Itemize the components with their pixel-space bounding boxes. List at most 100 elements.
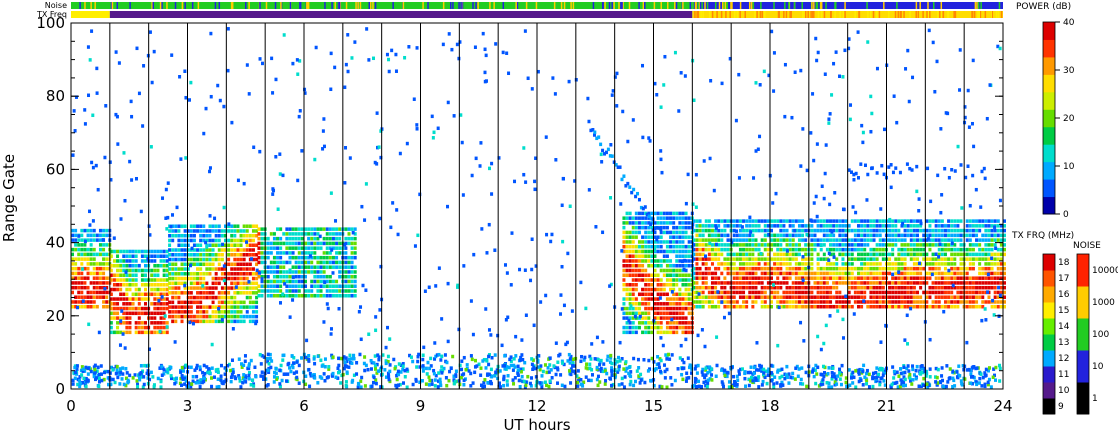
- data-cell: [675, 292, 679, 297]
- data-cell: [822, 257, 826, 261]
- data-cell: [866, 219, 870, 223]
- data-cell: [822, 224, 826, 228]
- data-cell: [897, 219, 901, 223]
- noise-strip-tick: [976, 2, 978, 9]
- data-cell: [285, 279, 289, 284]
- data-cell: [397, 372, 401, 377]
- data-cell: [785, 257, 789, 261]
- data-cell: [672, 249, 676, 254]
- data-cell: [220, 233, 224, 238]
- data-cell: [717, 276, 721, 280]
- data-cell: [153, 325, 157, 330]
- data-cell: [119, 297, 123, 301]
- data-cell: [662, 330, 666, 335]
- data-cell: [637, 211, 641, 216]
- data-cell: [266, 255, 270, 260]
- data-cell: [919, 228, 923, 233]
- data-cell: [916, 262, 920, 266]
- data-cell: [77, 290, 81, 295]
- data-cell: [788, 295, 792, 299]
- data-cell: [701, 233, 705, 238]
- data-cell: [707, 252, 711, 257]
- data-cell: [900, 281, 904, 285]
- data-cell: [644, 283, 648, 287]
- data-cell: [160, 373, 164, 378]
- data-cell: [659, 287, 663, 292]
- data-cell: [279, 284, 283, 288]
- data-cell: [896, 385, 900, 389]
- data-cell: [595, 377, 599, 382]
- data-cell: [297, 255, 301, 260]
- data-cell: [678, 221, 682, 225]
- data-cell: [754, 262, 758, 266]
- data-cell: [189, 233, 193, 238]
- data-cell: [310, 232, 314, 236]
- data-cell: [950, 290, 954, 295]
- data-cell: [217, 276, 221, 281]
- data-cell: [906, 252, 910, 257]
- data-cell: [934, 271, 938, 276]
- data-cell: [128, 321, 132, 325]
- data-cell: [916, 228, 920, 233]
- noise-strip-tick: [731, 2, 733, 9]
- data-cell: [211, 253, 215, 257]
- data-cell: [878, 252, 882, 257]
- data-cell: [300, 265, 304, 269]
- data-cell: [644, 273, 648, 278]
- data-cell: [897, 257, 901, 261]
- data-cell: [881, 285, 885, 290]
- data-cell: [838, 367, 842, 372]
- data-cell: [707, 266, 711, 271]
- data-cell: [139, 375, 143, 379]
- data-cell: [878, 233, 882, 238]
- data-cell: [227, 276, 231, 281]
- data-cell: [919, 247, 923, 252]
- data-cell: [754, 295, 758, 299]
- data-cell: [243, 374, 247, 378]
- data-cell: [996, 266, 1000, 271]
- data-cell: [900, 276, 904, 280]
- data-cell: [125, 278, 129, 282]
- data-cell: [934, 243, 938, 247]
- data-cell: [971, 365, 975, 369]
- data-cell: [978, 276, 982, 280]
- data-cell: [105, 290, 109, 295]
- data-cell: [656, 221, 660, 225]
- data-cell: [148, 377, 152, 382]
- data-cell: [384, 361, 388, 366]
- data-cell: [776, 290, 780, 295]
- data-cell: [987, 377, 991, 382]
- data-cell: [224, 243, 228, 247]
- data-cell: [953, 252, 957, 257]
- data-cell: [199, 300, 203, 305]
- data-cell: [912, 295, 916, 299]
- data-cell: [773, 271, 777, 276]
- data-cell: [953, 228, 957, 233]
- data-cell: [950, 238, 954, 242]
- data-cell: [80, 257, 84, 261]
- data-cell: [92, 295, 96, 299]
- data-cell: [288, 255, 292, 260]
- data-cell: [392, 357, 396, 362]
- data-cell: [863, 266, 867, 271]
- data-cell: [199, 262, 203, 267]
- data-cell: [825, 281, 829, 285]
- data-cell: [183, 286, 187, 290]
- data-cell: [622, 268, 626, 273]
- data-cell: [682, 360, 686, 365]
- data-cell: [266, 279, 270, 284]
- data-cell: [653, 287, 657, 292]
- data-cell: [116, 302, 120, 306]
- data-cell: [344, 236, 348, 241]
- data-cell: [236, 267, 240, 271]
- data-cell: [791, 300, 795, 304]
- data-cell: [785, 364, 789, 369]
- data-cell: [681, 249, 685, 254]
- data-cell: [687, 216, 691, 220]
- data-cell: [162, 325, 166, 330]
- data-cell: [74, 257, 78, 261]
- data-cell: [819, 281, 823, 285]
- data-cell: [631, 259, 635, 263]
- data-cell: [825, 276, 829, 280]
- data-cell: [754, 238, 758, 242]
